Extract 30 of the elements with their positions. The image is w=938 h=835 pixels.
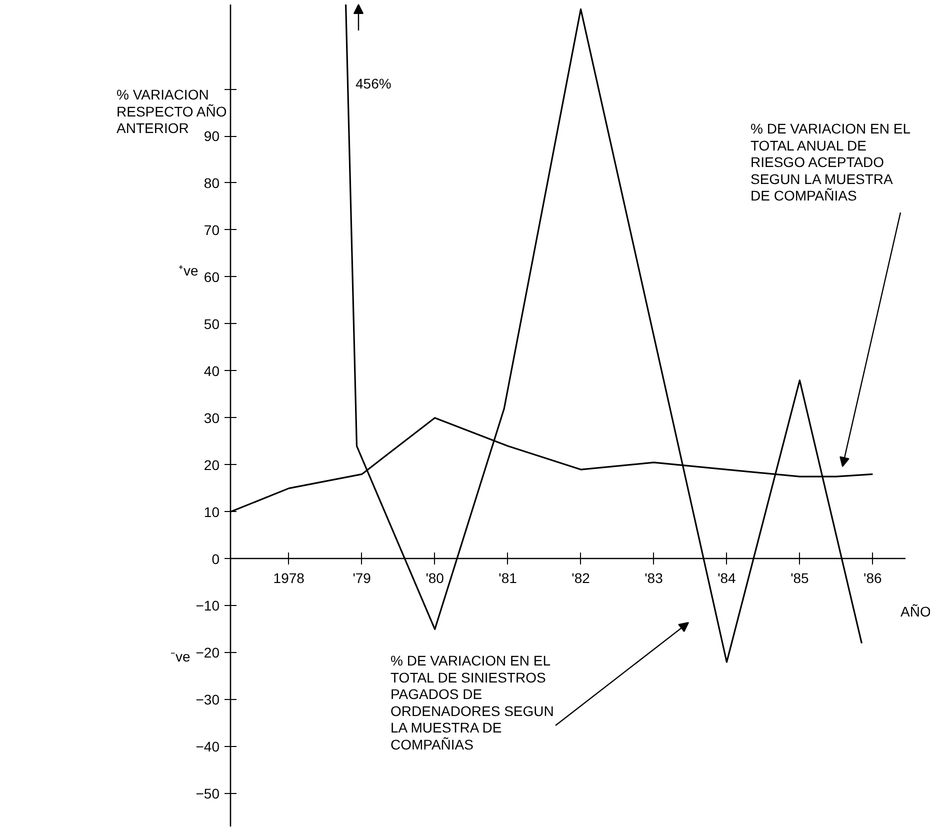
x-tick-label: 1978 [273, 570, 305, 586]
y-tick-label: 0 [212, 550, 220, 567]
y-tick-label: −50 [196, 786, 220, 802]
y-tick-label: −10 [196, 598, 220, 614]
y-tick-label: 80 [204, 174, 220, 191]
y-tick-label: 60 [204, 268, 220, 285]
annotation: % DE VARIACION EN EL TOTAL ANUAL DE RIESGO ACEPTADO SEGUN LA MUESTRA DE COMPAÑIAS [750, 120, 911, 204]
y-tick-label: 90 [204, 128, 220, 144]
x-tick-label: '85 [790, 570, 810, 586]
x-tick-label: '79 [352, 570, 372, 586]
annotation: 456% [356, 76, 392, 92]
text: ⁻ve [170, 648, 190, 664]
y-tick-label: 40 [204, 362, 220, 379]
y-tick-label: 30 [204, 410, 220, 426]
y-tick-label: 20 [204, 456, 220, 473]
y-tick-label: −20 [196, 644, 220, 661]
x-tick-label: '83 [644, 570, 664, 586]
x-tick-label: '81 [498, 570, 518, 586]
x-tick-label: '82 [572, 570, 590, 586]
x-axis-title: AÑO [900, 604, 931, 620]
x-tick-label: '80 [426, 570, 444, 586]
annotation: % DE VARIACION EN EL TOTAL DE SINIESTROS PAGADOS DE ORDENADORES SEGUN LA MUESTRA DE COMPAÑIAS [390, 652, 554, 752]
y-tick-label: −30 [196, 692, 220, 708]
x-tick-label: '84 [718, 570, 736, 586]
y-tick-label: −40 [196, 738, 220, 755]
x-tick-label: '86 [864, 570, 882, 586]
y-tick-label: 10 [204, 504, 220, 520]
y-tick-label: 50 [204, 316, 220, 332]
y-tick-label: 70 [204, 222, 220, 238]
text: ⁺ve [178, 262, 198, 278]
